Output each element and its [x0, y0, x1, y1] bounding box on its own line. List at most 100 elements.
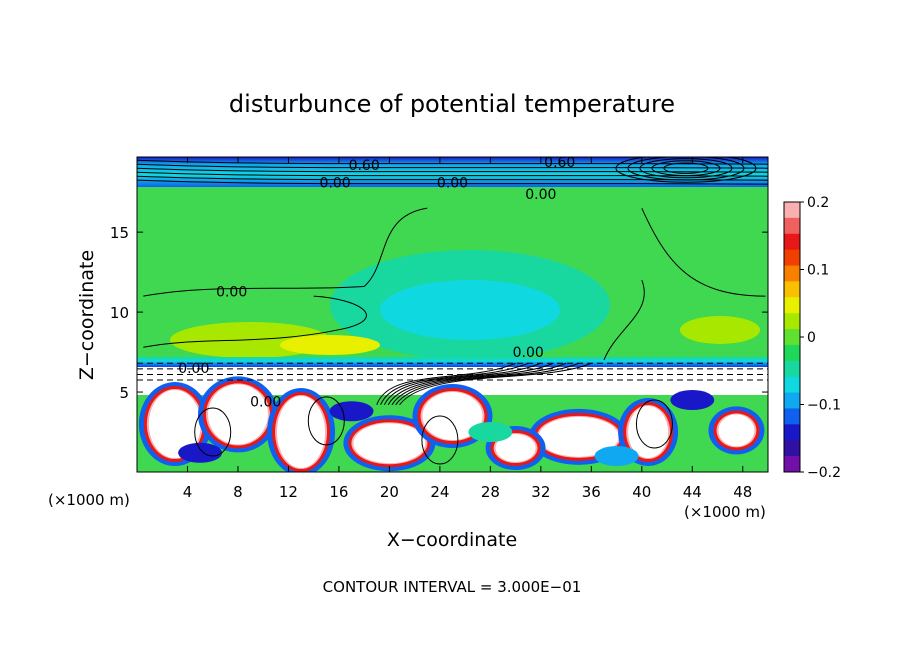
x-tick-label: 24	[430, 483, 449, 501]
colorbar-swatch	[784, 297, 800, 314]
contour-label: 0.00	[525, 187, 556, 203]
x-tick-label: 40	[632, 483, 651, 501]
eddy-core	[207, 384, 268, 445]
contour-label: 0.00	[513, 345, 544, 361]
colorbar-swatch	[784, 202, 800, 219]
colorbar-swatch	[784, 376, 800, 394]
x-tick-label: 48	[733, 483, 752, 501]
x-tick-label: 16	[329, 483, 348, 501]
chart-title: disturbunce of potential temperature	[229, 90, 675, 118]
closed-contour	[627, 157, 745, 181]
y-axis-ticks: 5 10 15	[110, 224, 768, 402]
cluster-contour	[391, 362, 567, 406]
contour-label: 0.00	[216, 284, 247, 300]
x-unit-label: (×1000 m)	[48, 491, 130, 509]
eddy-core	[422, 392, 483, 441]
contour-label: 0.00	[320, 176, 351, 192]
contour-label: 0.60	[544, 155, 575, 171]
zero-contour	[603, 279, 645, 361]
eddy-contour	[307, 396, 345, 446]
colorbar-swatch	[784, 313, 800, 330]
x-tick-label: 32	[531, 483, 550, 501]
x-axis-ticks: 4 8 12 16 20 24 28 32 36 40 44 48	[183, 157, 752, 501]
contour-labels: 0.60 0.00 0.60 0.00 0.00 0.00 0.00 0.00 0.00	[178, 155, 575, 411]
eddy-core	[718, 414, 755, 447]
colorbar-swatch	[784, 344, 800, 362]
eddy-core	[148, 390, 201, 459]
eddy-patch	[670, 390, 715, 411]
cluster-contour	[395, 362, 579, 406]
cool-anomaly-core	[380, 280, 560, 340]
x-tick-label: 28	[481, 483, 500, 501]
cluster-contour	[387, 362, 554, 406]
eddy-core	[495, 434, 536, 463]
x-tick-label: 44	[683, 483, 702, 501]
eddy-core	[277, 396, 326, 469]
x-tick-label: 12	[279, 483, 298, 501]
contour-label: 0.00	[437, 176, 468, 192]
cluster-contour	[376, 362, 516, 406]
strat-contour	[137, 179, 768, 185]
closed-contour	[663, 162, 709, 174]
x-tick-label: 4	[183, 483, 193, 501]
colorbar-tick-label: −0.1	[807, 398, 841, 414]
cluster-contour	[380, 362, 529, 406]
plot-frame	[136, 156, 769, 473]
colorbar-swatch	[784, 281, 800, 298]
colorbar-swatch	[784, 392, 800, 409]
zero-contour	[143, 295, 367, 348]
closed-contour	[615, 157, 757, 183]
colorbar: 0.2 0.1 0 −0.1 −0.2	[783, 195, 841, 481]
contour-interval-note: CONTOUR INTERVAL = 3.000E−01	[323, 578, 582, 596]
eddy-contour	[635, 399, 673, 449]
eddy-contour	[194, 407, 232, 457]
colorbar-swatch	[784, 360, 800, 378]
colorbar-swatch	[784, 440, 800, 457]
eddy-patch	[468, 422, 513, 443]
x-tick-label: 8	[233, 483, 243, 501]
contour-label: 0.60	[349, 158, 380, 174]
y-tick-label: 5	[119, 384, 129, 402]
zero-contour	[143, 207, 428, 297]
eddy-patch	[329, 401, 374, 422]
colorbar-swatch	[784, 424, 800, 441]
contour-lines	[137, 157, 768, 465]
eddy-patch	[178, 442, 223, 463]
warm-patch-mid	[280, 335, 380, 355]
eddy-core	[538, 416, 619, 457]
closed-contour	[639, 158, 733, 179]
zero-contour	[641, 207, 766, 297]
x-axis-label: X−coordinate	[387, 529, 517, 551]
colorbar-tick-label: −0.2	[807, 465, 841, 481]
colorbar-swatch	[784, 233, 800, 251]
x-tick-label: 36	[582, 483, 601, 501]
colorbar-tick-label: 0.2	[807, 195, 829, 211]
plot-field	[137, 157, 768, 472]
cluster-contour	[383, 362, 542, 406]
warm-patch-right	[680, 316, 760, 344]
y-axis-label: Z−coordinate	[76, 250, 98, 380]
strat-contour	[137, 159, 768, 165]
colorbar-swatch	[784, 329, 800, 346]
cluster-contour	[399, 362, 592, 406]
x-unit-label-right: (×1000 m)	[684, 503, 766, 521]
contour-label: 0.00	[178, 361, 209, 377]
closed-contour	[651, 160, 721, 177]
strat-contour	[137, 163, 768, 169]
colorbar-swatch	[784, 456, 800, 473]
colorbar-swatch	[784, 217, 800, 235]
x-tick-label: 20	[380, 483, 399, 501]
eddy-core	[353, 423, 426, 464]
colorbar-tick-label: 0.1	[807, 263, 829, 279]
colorbar-swatch	[784, 249, 800, 267]
colorbar-swatch	[784, 408, 800, 425]
eddy-patch	[594, 446, 639, 467]
eddy-core	[628, 406, 669, 459]
colorbar-swatch	[784, 265, 800, 282]
y-tick-label: 10	[110, 304, 129, 322]
y-tick-label: 15	[110, 224, 129, 242]
contour-label: 0.00	[250, 395, 281, 411]
colorbar-tick-label: 0	[807, 330, 816, 346]
eddy-contour	[421, 415, 459, 465]
